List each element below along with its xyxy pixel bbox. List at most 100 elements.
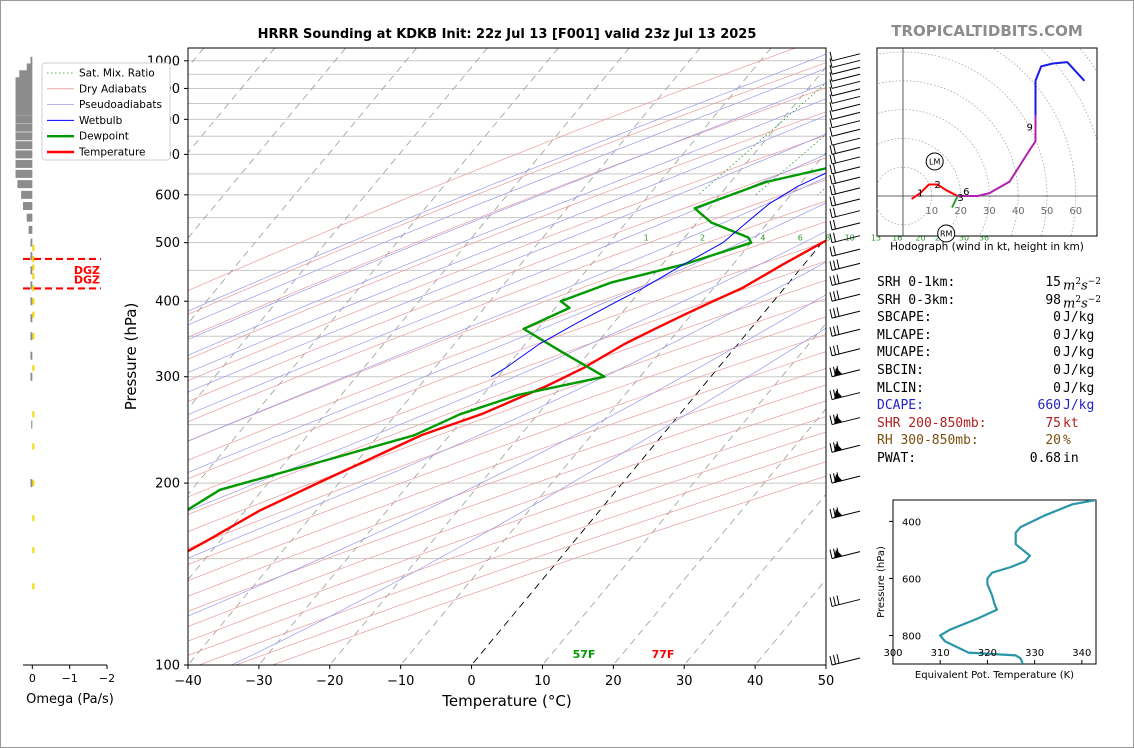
wind-barb-pennant xyxy=(834,367,842,377)
pseudoadiabat xyxy=(188,176,826,442)
dry-adiabat xyxy=(188,179,826,423)
wind-barb-flag xyxy=(829,327,833,337)
wind-barb-staff xyxy=(831,88,861,97)
isotherm-line xyxy=(188,48,488,410)
wind-barb-flag xyxy=(829,145,833,155)
legend-entry: Sat. Mix. Ratio xyxy=(79,68,155,80)
omega-bar-upward xyxy=(32,255,35,262)
isotherm-line xyxy=(188,48,701,665)
dry-adiabat xyxy=(188,221,826,461)
hodograph-green-segment xyxy=(951,195,959,208)
mixing-ratio-line xyxy=(698,82,826,196)
stat-row: RH 300-850mb: 20% xyxy=(877,433,1071,449)
stat-row: MLCAPE: 0 J/kg xyxy=(877,327,1095,343)
wind-barb-flag xyxy=(833,219,836,230)
wind-barb xyxy=(829,413,861,426)
mixing-ratio-label: 13 xyxy=(871,234,881,243)
isotherm-line xyxy=(329,66,826,665)
omega-bar xyxy=(31,420,33,429)
omega-bar-upward xyxy=(32,443,35,450)
omega-bar xyxy=(15,132,33,141)
skewt-plot-area xyxy=(188,48,826,665)
x-tick-label: 10 xyxy=(534,674,551,689)
wind-barb xyxy=(829,207,861,219)
wind-barb xyxy=(829,174,861,185)
wind-barb-flag xyxy=(829,346,833,356)
wind-barb-flag xyxy=(836,290,840,300)
dgz-label: DGZ xyxy=(74,273,100,286)
stat-row: MLCIN: 0 J/kg xyxy=(877,380,1095,396)
wind-barb xyxy=(829,79,861,89)
wind-barb-flag xyxy=(829,247,833,257)
hodograph-caption: Hodograph (wind in kt, height in km) xyxy=(890,241,1084,253)
wind-barb xyxy=(829,102,861,112)
x-axis-label: Temperature (°C) xyxy=(441,692,571,710)
wind-barb xyxy=(829,153,861,165)
wind-barb-staff xyxy=(831,598,861,607)
surface-temperature-label: 77F xyxy=(652,648,675,661)
wind-barb-flag xyxy=(833,308,836,318)
wind-barb-staff xyxy=(831,73,861,82)
wind-barb xyxy=(829,163,861,175)
omega-bar xyxy=(26,213,33,222)
omega-bar xyxy=(28,225,33,234)
wind-barb-staff xyxy=(831,657,861,666)
omega-bar xyxy=(30,314,33,323)
wind-barb-pennant xyxy=(834,509,842,519)
wind-barb-staff xyxy=(831,156,861,165)
y-tick-label: 100 xyxy=(155,659,180,674)
omega-bar-upward xyxy=(32,264,35,271)
legend-entry: Pseudoadiabats xyxy=(79,99,162,111)
mixing-ratio-label: 16 xyxy=(892,234,902,243)
hodograph-ring-label: 60 xyxy=(1069,206,1082,217)
theta-e-y-tick-label: 600 xyxy=(902,574,921,585)
wind-barb-flag xyxy=(829,233,833,243)
dry-adiabat xyxy=(188,334,826,566)
wind-barb-staff xyxy=(831,198,861,207)
theta-e-line xyxy=(939,500,1096,664)
wind-barb-flag xyxy=(836,259,840,269)
mixing-ratio-label: 36 xyxy=(979,234,989,243)
wind-barb-flag xyxy=(829,136,833,146)
y-tick-label: 400 xyxy=(155,295,180,310)
wind-barb-flag xyxy=(829,118,833,128)
wind-barb-staff xyxy=(831,103,861,112)
omega-bar xyxy=(15,115,33,124)
x-tick-label: −20 xyxy=(316,674,343,689)
wind-barb xyxy=(829,325,861,337)
wind-barb-flag xyxy=(833,232,836,242)
wind-barb xyxy=(829,110,861,120)
mixing-ratio-label: 1 xyxy=(644,234,649,243)
wind-barb-flag xyxy=(836,654,840,664)
hodograph-blue-segment xyxy=(1034,61,1086,116)
wind-barb-staff xyxy=(831,59,861,68)
wind-barb xyxy=(829,94,861,104)
wind-barb xyxy=(829,507,861,519)
wind-barb xyxy=(829,595,861,607)
wind-barb xyxy=(829,290,861,302)
chart-title: HRRR Sounding at KDKB Init: 22z Jul 13 [… xyxy=(257,27,757,42)
dry-adiabat xyxy=(188,62,826,315)
dry-adiabat xyxy=(188,400,826,627)
theta-e-x-tick-label: 310 xyxy=(931,648,950,659)
y-tick-label: 600 xyxy=(155,188,180,203)
omega-x-tick-label: −2 xyxy=(99,672,115,685)
wind-barb-flag xyxy=(833,345,836,355)
omega-bar xyxy=(15,159,33,168)
legend-entry: Dewpoint xyxy=(79,131,129,143)
isotherm-line xyxy=(188,48,630,581)
omega-bar-upward xyxy=(32,311,35,318)
wind-barb xyxy=(829,136,861,146)
omega-bar-upward xyxy=(32,285,35,292)
stat-row: SRH 0-3km: 98 m2s−2 xyxy=(877,292,1102,311)
wind-barbs-column xyxy=(829,51,861,666)
legend: Sat. Mix. Ratio Dry Adiabats Pseudoadiabat… xyxy=(41,62,171,161)
surface-dewpoint-label: 57F xyxy=(573,648,596,661)
hodograph-ring-label: 30 xyxy=(983,206,996,217)
stat-row: PWAT: 0.68 in xyxy=(877,450,1079,466)
wind-barb xyxy=(829,246,861,257)
isotherm-line xyxy=(542,322,826,665)
wind-barb-flag xyxy=(829,261,833,271)
pseudoadiabat xyxy=(188,202,826,473)
dry-adiabat xyxy=(188,134,826,382)
